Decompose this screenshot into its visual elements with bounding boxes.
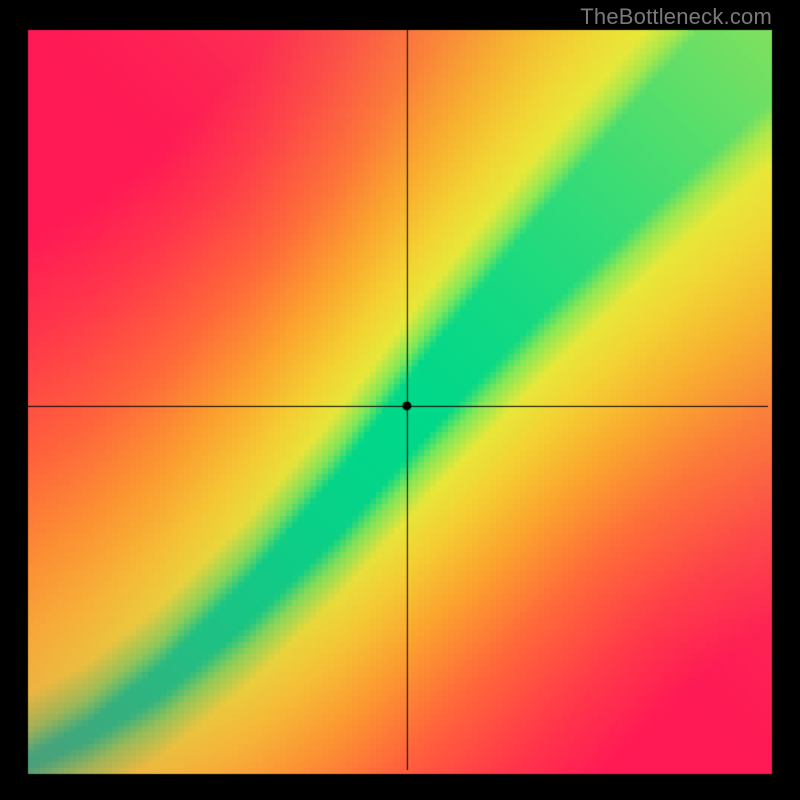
bottleneck-heatmap xyxy=(0,0,800,800)
watermark-label: TheBottleneck.com xyxy=(580,4,772,30)
chart-container: TheBottleneck.com xyxy=(0,0,800,800)
